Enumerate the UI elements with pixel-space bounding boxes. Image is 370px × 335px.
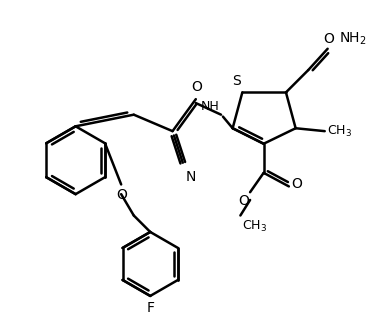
Text: NH$_2$: NH$_2$: [339, 30, 367, 47]
Text: N: N: [186, 170, 196, 184]
Text: S: S: [232, 74, 240, 88]
Text: O: O: [191, 80, 202, 94]
Text: CH$_3$: CH$_3$: [242, 219, 268, 234]
Text: NH: NH: [200, 100, 219, 113]
Text: F: F: [146, 301, 154, 315]
Text: O: O: [291, 178, 302, 192]
Text: O: O: [117, 188, 128, 202]
Text: O: O: [238, 194, 249, 208]
Text: O: O: [323, 32, 334, 46]
Text: CH$_3$: CH$_3$: [327, 124, 352, 139]
